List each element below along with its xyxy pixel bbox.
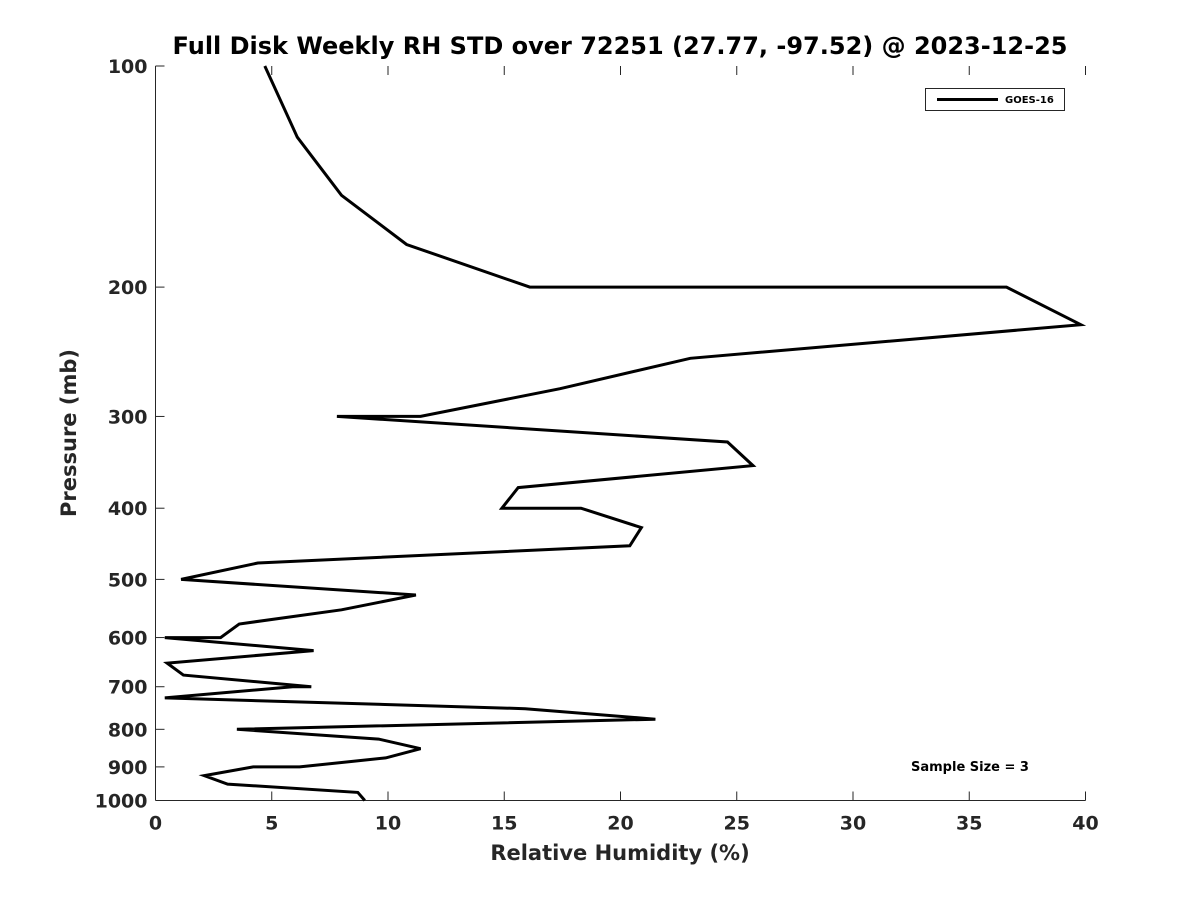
y-tick-label: 900 xyxy=(108,757,148,779)
y-tick-label: 100 xyxy=(108,56,148,78)
x-tick-label: 15 xyxy=(491,813,517,835)
plot-axes xyxy=(155,66,1086,801)
x-tick-label: 40 xyxy=(1072,813,1098,835)
chart-title: Full Disk Weekly RH STD over 72251 (27.7… xyxy=(173,32,1068,60)
y-tick-label: 300 xyxy=(108,406,148,428)
y-tick-label: 700 xyxy=(108,677,148,699)
x-axis-ticks: 0 5 10 15 20 25 30 35 40 xyxy=(149,66,1099,835)
x-tick-label: 35 xyxy=(956,813,982,835)
x-tick-label: 25 xyxy=(724,813,750,835)
y-axis-ticks: 100 200 300 400 500 600 700 800 900 1000 xyxy=(95,56,165,813)
series-group xyxy=(163,65,1087,802)
x-tick-label: 30 xyxy=(840,813,866,835)
sample-size-annotation: Sample Size = 3 xyxy=(911,760,1029,775)
legend: GOES-16 xyxy=(925,88,1065,111)
y-tick-label: 500 xyxy=(108,569,148,591)
y-tick-label: 1000 xyxy=(95,791,148,813)
x-axis-label: Relative Humidity (%) xyxy=(490,841,749,865)
y-tick-label: 600 xyxy=(108,628,148,650)
legend-label-goes-16: GOES-16 xyxy=(1005,95,1054,106)
y-tick-label: 800 xyxy=(108,719,148,741)
y-axis-label: Pressure (mb) xyxy=(57,349,81,517)
series-line-goes-16 xyxy=(163,65,1087,802)
x-tick-label: 0 xyxy=(149,813,162,835)
x-tick-label: 20 xyxy=(607,813,633,835)
y-tick-label: 400 xyxy=(108,498,148,520)
x-tick-label: 5 xyxy=(265,813,278,835)
y-tick-label: 200 xyxy=(108,277,148,299)
x-tick-label: 10 xyxy=(375,813,401,835)
